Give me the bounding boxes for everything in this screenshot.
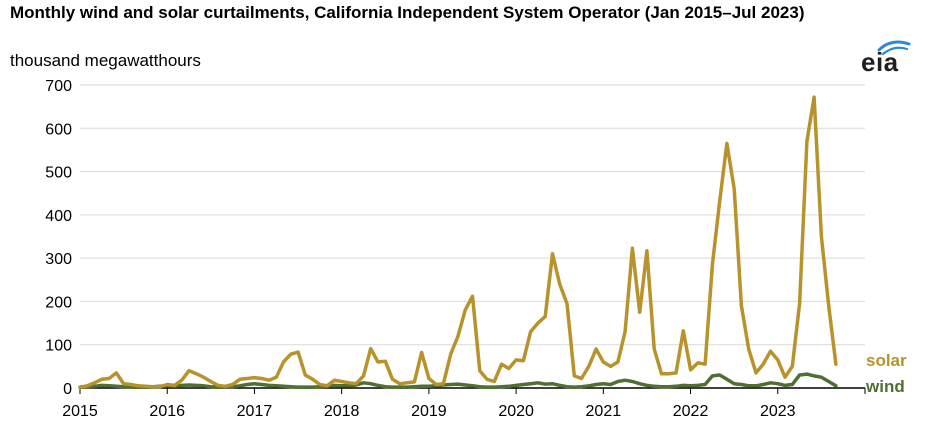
y-tick-label: 200: [45, 294, 72, 311]
y-axis-units-label: thousand megawatthours: [10, 51, 201, 70]
x-tick-label: 2022: [673, 403, 709, 420]
x-tick-label: 2018: [324, 403, 360, 420]
y-tick-label: 700: [45, 78, 72, 95]
x-tick-label: 2020: [498, 403, 534, 420]
series-label-solar: solar: [866, 351, 907, 370]
x-tick-label: 2023: [760, 403, 796, 420]
y-tick-label: 500: [45, 165, 72, 182]
eia-logo-arc-icon: [877, 40, 911, 56]
series-line-solar: [78, 95, 838, 389]
x-tick-label: 2019: [411, 403, 447, 420]
x-tick-label: 2017: [237, 403, 273, 420]
chart-title: Monthly wind and solar curtailments, Cal…: [10, 3, 805, 22]
eia-logo: eia: [861, 36, 917, 78]
eia-logo-text: eia: [861, 47, 899, 77]
y-tick-label: 600: [45, 121, 72, 138]
y-axis-ticks: 0 100 200 300 400 500 600 700: [45, 78, 72, 398]
x-tick-label: 2016: [149, 403, 185, 420]
x-tick-label: 2015: [62, 403, 98, 420]
y-tick-label: 400: [45, 208, 72, 225]
series-line-wind: [78, 372, 838, 389]
y-tick-label: 300: [45, 251, 72, 268]
x-axis-ticks: 2015 2016 2017 2018 2019 2020 2021 2022 2023: [62, 387, 866, 420]
series-labels: solar wind: [865, 351, 907, 396]
series-lines: [78, 95, 838, 389]
y-tick-label: 0: [63, 381, 72, 398]
x-tick-label: 2021: [586, 403, 622, 420]
y-tick-label: 100: [45, 338, 72, 355]
series-label-wind: wind: [865, 377, 905, 396]
